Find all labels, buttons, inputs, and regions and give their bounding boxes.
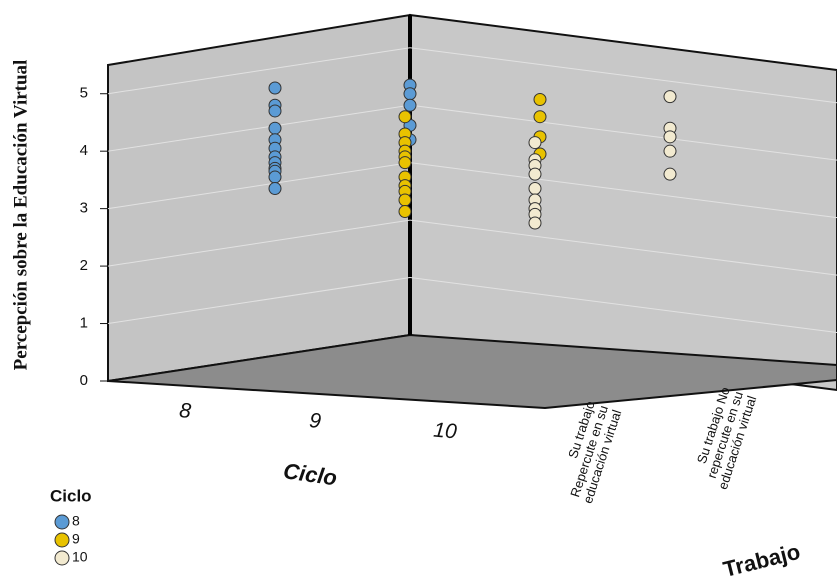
point: [268, 182, 282, 196]
legend-title: Ciclo: [50, 486, 92, 505]
point: [663, 130, 677, 144]
legend-label: 9: [72, 531, 80, 547]
z-tick-label: Su trabajo Norepercute en sueducación vi…: [689, 385, 760, 491]
point: [528, 182, 542, 196]
z-tick-label: Su trabajoRepercute en sueducación virtu…: [554, 399, 625, 505]
y-tick-label: 4: [80, 142, 88, 159]
legend-marker: [54, 550, 70, 566]
y-tick-label: 3: [80, 200, 88, 217]
y-tick-label: 0: [80, 372, 88, 389]
point: [528, 216, 542, 230]
point: [663, 90, 677, 104]
x-axis-title: Ciclo: [282, 458, 339, 490]
point: [398, 110, 412, 124]
grid-line: [409, 104, 837, 161]
point: [533, 92, 547, 106]
point: [268, 121, 282, 135]
legend-label: 10: [72, 549, 88, 565]
z-axis-title: Trabajo: [721, 539, 803, 578]
legend-label: 8: [72, 513, 80, 529]
point: [533, 110, 547, 124]
grid-line: [107, 47, 411, 95]
point: [528, 136, 542, 150]
point: [268, 170, 282, 184]
grid-line: [107, 219, 411, 267]
legend-marker: [54, 514, 70, 530]
grid-line: [409, 162, 837, 219]
y-tick-label: 1: [80, 315, 88, 332]
x-tick-label: 8: [178, 399, 192, 423]
point: [528, 167, 542, 181]
grid-line: [107, 277, 411, 325]
legend-marker: [54, 532, 70, 548]
grid-line: [409, 47, 837, 104]
y-tick-label: 5: [80, 85, 88, 102]
x-tick-label: 9: [308, 409, 322, 433]
point: [403, 98, 417, 112]
point: [398, 193, 412, 207]
point: [663, 167, 677, 181]
point: [398, 205, 412, 219]
point: [403, 87, 417, 101]
floor: [107, 333, 837, 410]
y-axis-title: Percepción sobre la Educación Virtual: [10, 60, 31, 371]
x-tick-label: 10: [432, 419, 458, 444]
right-wall: [409, 13, 837, 392]
left-wall: [107, 13, 411, 383]
point: [663, 144, 677, 158]
y-tick-label: 2: [80, 257, 88, 274]
grid-line: [107, 104, 411, 152]
grid-line: [409, 219, 837, 276]
grid-line: [107, 162, 411, 210]
point: [268, 81, 282, 95]
point: [268, 104, 282, 118]
grid-line: [409, 277, 837, 334]
point: [398, 156, 412, 170]
